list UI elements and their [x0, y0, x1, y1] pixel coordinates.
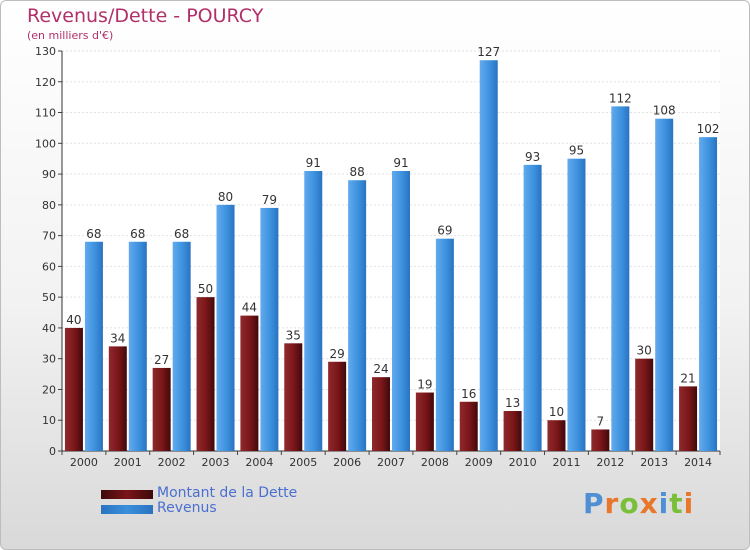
revenue-bar — [655, 118, 674, 451]
revenue-bar — [260, 207, 279, 451]
x-tick-label: 2009 — [465, 456, 493, 469]
debt-value-label: 27 — [154, 353, 169, 367]
revenue-value-label: 93 — [525, 150, 540, 164]
x-tick-label: 2012 — [596, 456, 624, 469]
debt-value-label: 40 — [66, 313, 81, 327]
debt-bar — [503, 411, 522, 451]
revenue-value-label: 108 — [653, 104, 676, 118]
debt-bar — [372, 377, 390, 451]
revenue-value-label: 68 — [174, 227, 189, 241]
y-tick-label: 50 — [42, 291, 56, 304]
revenue-bar — [699, 137, 718, 451]
y-tick-label: 40 — [42, 322, 56, 335]
debt-value-label: 7 — [597, 414, 605, 428]
revenue-bar — [435, 238, 454, 451]
debt-bar — [679, 386, 698, 451]
revenue-bar — [611, 106, 630, 451]
debt-bar — [591, 429, 610, 451]
debt-bar — [284, 343, 303, 451]
revenue-value-label: 102 — [697, 122, 720, 136]
revenue-value-label: 95 — [569, 144, 584, 158]
revenue-bar — [84, 241, 103, 451]
y-tick-label: 0 — [49, 445, 56, 458]
y-tick-label: 90 — [42, 168, 56, 181]
legend-label-debt: Montant de la Dette — [157, 485, 298, 501]
x-tick-label: 2014 — [684, 456, 712, 469]
debt-value-label: 16 — [461, 387, 476, 401]
x-tick-label: 2002 — [158, 456, 186, 469]
x-tick-label: 2013 — [640, 456, 668, 469]
debt-bar — [328, 361, 347, 451]
x-tick-label: 2006 — [333, 456, 361, 469]
revenue-value-label: 69 — [437, 224, 452, 238]
legend-swatch-debt — [101, 490, 153, 499]
revenue-value-label: 68 — [86, 227, 101, 241]
debt-bar — [415, 392, 434, 451]
chart-subtitle: (en milliers d'€) — [27, 29, 114, 42]
debt-bar — [64, 327, 83, 451]
debt-value-label: 21 — [680, 371, 695, 385]
chart-title: Revenus/Dette - POURCY — [27, 5, 264, 27]
revenue-bar — [304, 171, 323, 451]
revenue-value-label: 80 — [218, 190, 233, 204]
legend-label-revenue: Revenus — [157, 500, 217, 516]
revenue-value-label: 127 — [477, 45, 500, 59]
debt-value-label: 24 — [373, 362, 388, 376]
revenue-value-label: 88 — [349, 165, 364, 179]
proxiti-logo: Proxiti — [583, 487, 695, 520]
x-tick-label: 2000 — [70, 456, 98, 469]
debt-value-label: 30 — [637, 344, 652, 358]
debt-bar — [240, 315, 259, 451]
x-tick-label: 2004 — [245, 456, 273, 469]
plot-area — [62, 51, 720, 451]
debt-bar — [108, 346, 127, 451]
x-tick-label: 2005 — [289, 456, 317, 469]
revenue-bar — [216, 204, 235, 451]
debt-bar — [152, 367, 171, 451]
debt-value-label: 19 — [417, 378, 432, 392]
revenue-bar — [479, 60, 498, 451]
debt-bar — [459, 401, 478, 451]
x-tick-label: 2007 — [377, 456, 405, 469]
y-tick-label: 80 — [42, 199, 56, 212]
legend-swatch-revenue — [101, 505, 153, 514]
revenue-bar — [392, 171, 410, 451]
debt-value-label: 29 — [329, 347, 344, 361]
x-tick-label: 2011 — [552, 456, 580, 469]
debt-value-label: 35 — [286, 328, 301, 342]
y-tick-label: 120 — [35, 76, 56, 89]
y-tick-label: 20 — [42, 383, 56, 396]
debt-value-label: 34 — [110, 331, 125, 345]
x-tick-label: 2008 — [421, 456, 449, 469]
debt-value-label: 13 — [505, 396, 520, 410]
y-tick-label: 30 — [42, 353, 56, 366]
debt-bar — [547, 420, 566, 451]
revenue-bar — [128, 241, 147, 451]
x-tick-label: 2001 — [114, 456, 142, 469]
y-tick-label: 70 — [42, 230, 56, 243]
x-tick-label: 2003 — [202, 456, 230, 469]
debt-value-label: 50 — [198, 282, 213, 296]
debt-value-label: 10 — [549, 405, 564, 419]
revenue-value-label: 112 — [609, 91, 632, 105]
debt-bar — [635, 358, 654, 451]
debt-value-label: 44 — [242, 301, 257, 315]
revenue-value-label: 91 — [393, 156, 408, 170]
y-tick-label: 110 — [35, 107, 56, 120]
x-tick-label: 2010 — [509, 456, 537, 469]
debt-bar — [196, 297, 215, 451]
revenue-value-label: 79 — [262, 193, 277, 207]
y-tick-label: 60 — [42, 260, 56, 273]
revenue-bar — [523, 164, 542, 451]
revenue-bar — [348, 180, 367, 451]
y-tick-label: 10 — [42, 414, 56, 427]
revenue-bar — [172, 241, 191, 451]
y-tick-label: 130 — [35, 45, 56, 58]
y-tick-label: 100 — [35, 137, 56, 150]
revenue-value-label: 91 — [306, 156, 321, 170]
revenue-value-label: 68 — [130, 227, 145, 241]
revenue-bar — [567, 158, 586, 451]
